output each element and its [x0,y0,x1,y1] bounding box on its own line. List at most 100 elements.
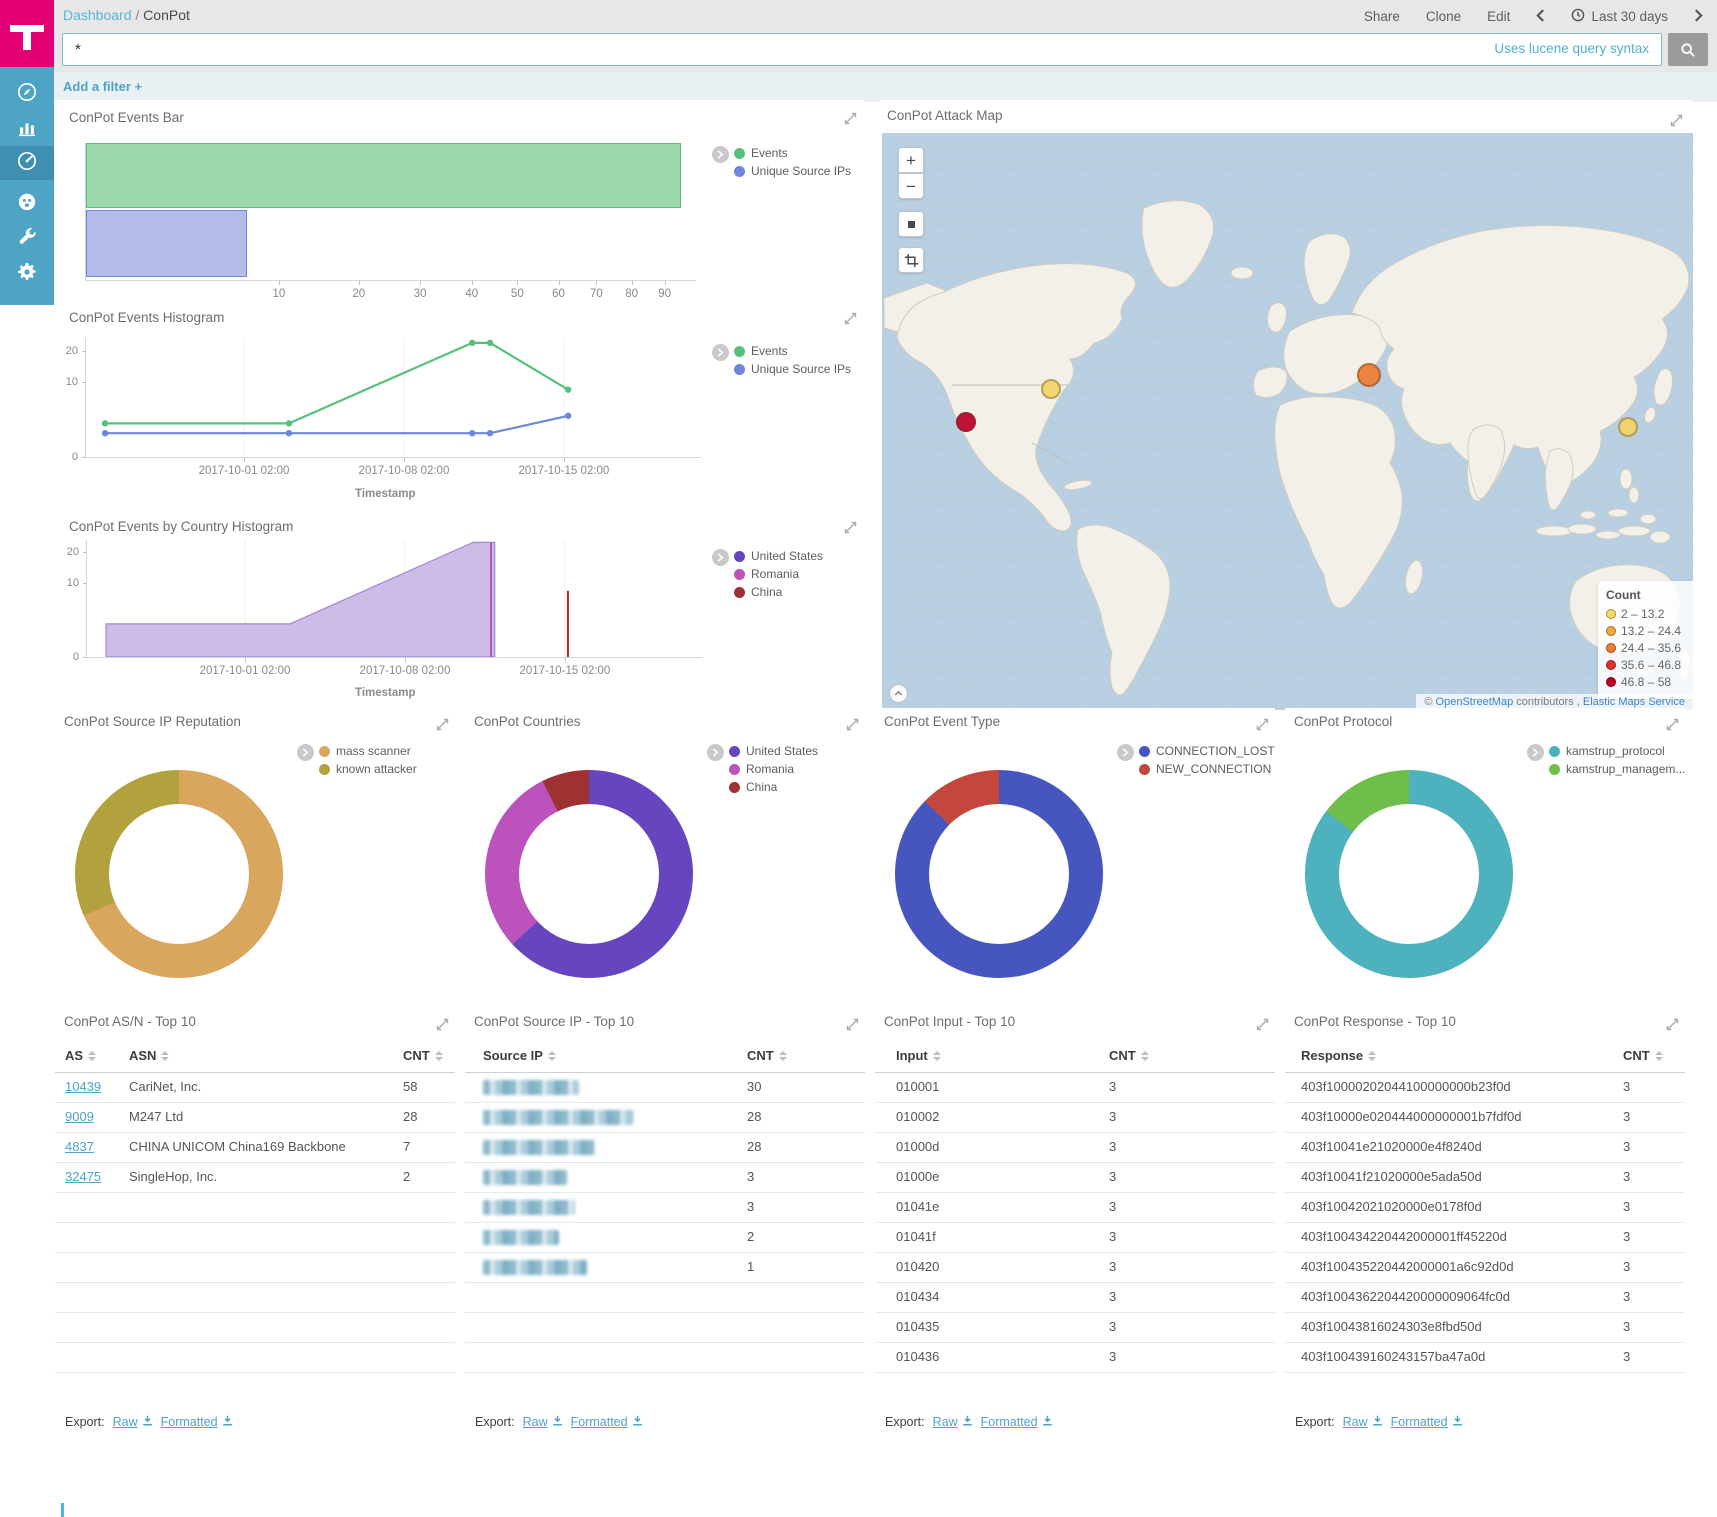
export-raw-link[interactable]: Raw [523,1415,563,1429]
x-tick-mark [403,457,405,462]
expand-panel-icon[interactable] [844,112,857,125]
export-raw-link[interactable]: Raw [1343,1415,1383,1429]
bar-events[interactable] [86,143,681,208]
legend-item[interactable]: Events [734,146,851,160]
sidebar-item-visualize[interactable] [0,113,54,145]
export-formatted-link[interactable]: Formatted [571,1415,643,1429]
legend-item[interactable]: Unique Source IPs [734,164,851,178]
sidebar-item-management[interactable] [0,258,54,290]
expand-panel-icon[interactable] [844,521,857,534]
expand-panel-icon[interactable] [436,718,449,731]
expand-panel-icon[interactable] [436,1018,449,1031]
legend-item[interactable]: China [734,585,823,599]
donut-chart-protocol[interactable] [1305,770,1513,978]
panel-protocol: ConPot Protocol kamstrup_protocol kamstrup… [1285,708,1685,1000]
sidebar-item-dashboard[interactable] [0,146,54,180]
legend-item[interactable]: kamstrup_protocol [1549,744,1685,758]
expand-panel-icon[interactable] [846,1018,859,1031]
column-header-source-ip[interactable]: Source IP [483,1048,556,1063]
expand-panel-icon[interactable] [1256,1018,1269,1031]
legend-toggle-icon[interactable] [712,146,729,163]
legend-item[interactable]: China [729,780,818,794]
column-header-label: CNT [403,1048,430,1063]
chart-legend: Events Unique Source IPs [712,146,851,178]
add-filter-link[interactable]: Add a filter + [63,79,143,94]
map-fit-bounds-button[interactable] [898,211,924,237]
as-number-link[interactable]: 4837 [65,1139,94,1154]
export-raw-link[interactable]: Raw [113,1415,153,1429]
panel-events-histogram: ConPot Events Histogram 0 10 20 2017-10-01 … [55,300,865,509]
donut-hole [929,804,1069,944]
export-formatted-link[interactable]: Formatted [1391,1415,1463,1429]
expand-panel-icon[interactable] [1666,718,1679,731]
as-number-link[interactable]: 32475 [65,1169,102,1184]
sidebar-item-timelion[interactable] [0,188,54,220]
map-zoom-in-button[interactable]: + [898,147,924,173]
donut-chart-source_ip_reputation[interactable] [75,770,283,978]
legend-item[interactable]: CONNECTION_LOST [1139,744,1275,758]
legend-toggle-icon[interactable] [712,549,729,566]
legend-item[interactable]: NEW_CONNECTION [1139,762,1275,776]
as-number-link[interactable]: 10439 [65,1079,102,1094]
expand-panel-icon[interactable] [1670,114,1683,127]
column-header-response[interactable]: Response [1301,1048,1377,1063]
legend-toggle-icon[interactable] [712,344,729,361]
legend-toggle-icon[interactable] [1527,744,1544,761]
map-zoom-out-button[interactable]: − [898,173,924,199]
legend-item[interactable]: Romania [729,762,818,776]
export-link-label: Formatted [160,1415,218,1429]
expand-panel-icon[interactable] [844,312,857,325]
query-input[interactable]: * Uses lucene query syntax [62,33,1662,66]
map-collapse-button[interactable] [889,684,908,703]
donut-chart-event_type[interactable] [895,770,1103,978]
column-header-cnt[interactable]: CNT [1623,1048,1663,1063]
share-button[interactable]: Share [1363,9,1400,24]
legend-item[interactable]: known attacker [319,762,417,776]
legend-item[interactable]: kamstrup_managem... [1549,762,1685,776]
t-logo-stem [23,25,31,50]
legend-item[interactable]: United States [729,744,818,758]
breadcrumb-dashboard-link[interactable]: Dashboard [63,7,132,23]
search-button[interactable] [1668,33,1708,66]
map-draw-rectangle-button[interactable] [898,247,924,273]
bar-unique-source-ips[interactable] [86,210,248,277]
legend-item[interactable]: Unique Source IPs [734,362,851,376]
export-formatted-link[interactable]: Formatted [161,1415,233,1429]
column-header-input[interactable]: Input [896,1048,941,1063]
edit-button[interactable]: Edit [1487,9,1511,24]
export-formatted-link[interactable]: Formatted [981,1415,1053,1429]
expand-panel-icon[interactable] [1666,1018,1679,1031]
donut-chart-countries[interactable] [485,770,693,978]
lucene-syntax-link[interactable]: Uses lucene query syntax [1494,41,1649,56]
world-map[interactable]: + − Count 2 – 13.2 13.2 – 24.4 24.4 – 35.6… [882,133,1693,710]
map-legend-color-dot [1606,643,1616,653]
time-picker[interactable]: Last 30 days [1571,8,1668,25]
legend-item[interactable]: Events [734,344,851,358]
legend-item[interactable]: Romania [734,567,823,581]
column-header-label: CNT [1109,1048,1136,1063]
column-header-cnt[interactable]: CNT [747,1048,787,1063]
export-label: Export: [475,1415,515,1429]
column-header-as[interactable]: AS [65,1048,97,1063]
sidebar-item-discover[interactable] [0,78,54,110]
legend-item[interactable]: United States [734,549,823,563]
elastic-maps-service-link[interactable]: Elastic Maps Service [1582,696,1685,708]
legend-toggle-icon[interactable] [707,744,724,761]
expand-panel-icon[interactable] [846,718,859,731]
clone-button[interactable]: Clone [1425,9,1462,24]
column-header-asn[interactable]: ASN [129,1048,170,1063]
column-header-cnt[interactable]: CNT [403,1048,443,1063]
export-raw-link[interactable]: Raw [933,1415,973,1429]
telekom-logo[interactable] [0,0,54,67]
expand-panel-icon[interactable] [1256,718,1269,731]
time-forward-button[interactable] [1694,8,1703,25]
table-row: 32475 SingleHop, Inc. 2 [55,1162,455,1193]
as-number-link[interactable]: 9009 [65,1109,94,1124]
openstreetmap-link[interactable]: OpenStreetMap [1435,696,1514,708]
legend-toggle-icon[interactable] [1117,744,1134,761]
time-back-button[interactable] [1536,8,1545,25]
legend-item[interactable]: mass scanner [319,744,417,758]
legend-toggle-icon[interactable] [297,744,314,761]
column-header-cnt[interactable]: CNT [1109,1048,1149,1063]
sidebar-item-dev-tools[interactable] [0,223,54,255]
